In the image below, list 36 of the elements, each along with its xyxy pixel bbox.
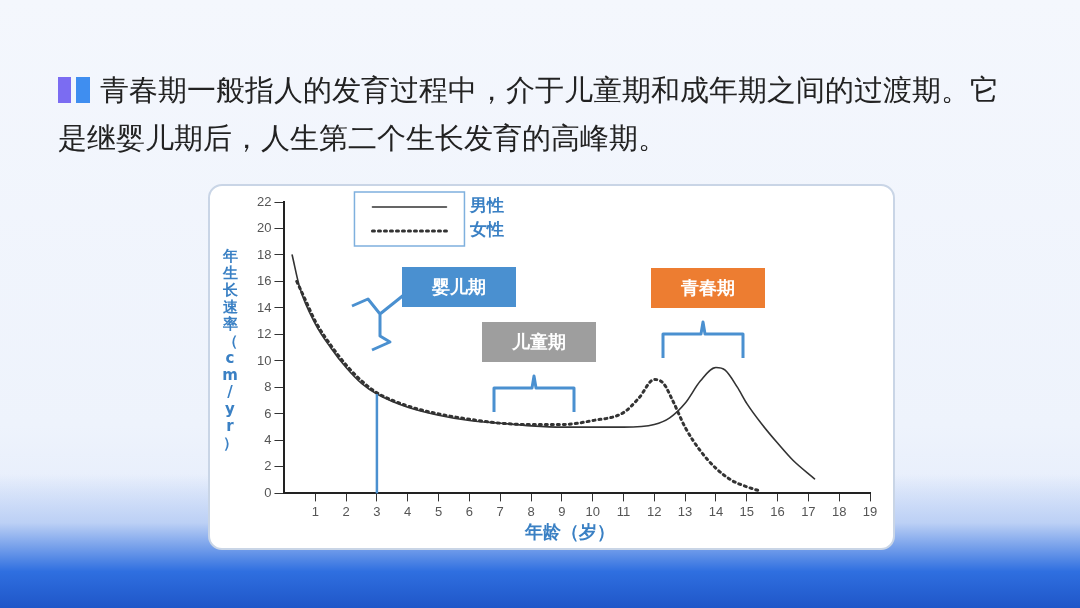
x-tick-label: 18 [831, 503, 847, 519]
y-tick-label: 10 [256, 352, 272, 368]
text: 年生长速率（cm/yr） [222, 247, 238, 452]
legend-label: 女性 [469, 219, 505, 240]
y-tick-label: 22 [256, 193, 272, 209]
x-tick-label: 7 [496, 503, 504, 519]
x-tick-label: 6 [465, 503, 473, 519]
legend-label: 男性 [469, 195, 505, 216]
x-tick-label: 5 [434, 503, 443, 519]
x-tick-label: 1 [311, 503, 319, 519]
y-tick-label: 2 [264, 458, 272, 474]
x-tick-label: 3 [373, 503, 381, 519]
y-tick-label: 0 [264, 484, 272, 500]
x-tick-label: 4 [404, 503, 412, 519]
x-axis-title: 年龄（岁） [524, 520, 616, 544]
x-tick-label: 9 [558, 503, 566, 519]
x-tick-label: 10 [585, 503, 600, 519]
y-tick-label: 8 [264, 379, 272, 395]
y-tick-label: 12 [256, 326, 272, 342]
y-tick-label: 18 [256, 246, 272, 262]
x-tick-label: 17 [801, 503, 816, 519]
x-tick-label: 2 [342, 503, 350, 519]
chart-title: 青春期一般指人的发育过程中，介于儿童期和成年期之间的过渡期。它是继婴儿期后，人生第二个生长发育的高峰期。 [58, 73, 999, 155]
x-tick-label: 11 [616, 503, 631, 519]
x-tick-label: 12 [647, 503, 662, 519]
x-tick-label: 15 [739, 503, 754, 519]
y-tick-label: 4 [264, 432, 272, 447]
y-tick-label: 14 [256, 299, 272, 315]
x-tick-label: 19 [862, 503, 878, 519]
x-tick-label: 8 [527, 503, 535, 519]
x-tick-label: 16 [770, 503, 785, 519]
x-tick-label: 13 [677, 503, 693, 519]
y-tick-label: 20 [256, 220, 272, 236]
y-tick-label: 16 [256, 273, 272, 289]
y-tick-label: 6 [264, 405, 272, 421]
x-tick-label: 14 [708, 503, 724, 519]
